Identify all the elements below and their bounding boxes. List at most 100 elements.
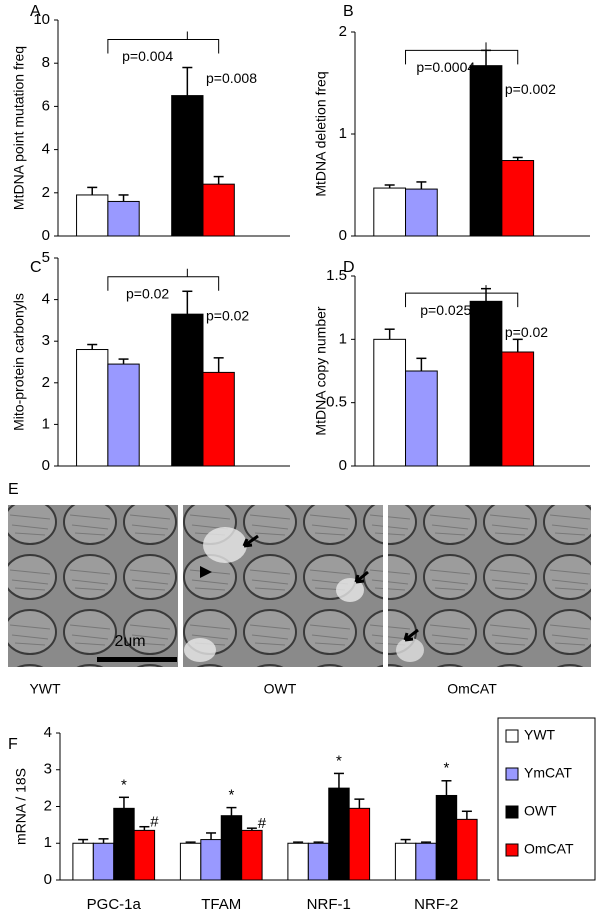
bar — [469, 300, 503, 467]
bar — [241, 829, 263, 881]
y-tick-label: 1 — [339, 330, 347, 347]
y-tick-label: 1.5 — [326, 267, 347, 284]
bar — [107, 363, 140, 467]
scale-bar-label: 2um — [114, 633, 145, 650]
annotation: p=0.02 — [126, 285, 169, 301]
y-axis-label: Mito-protein carbonyls — [11, 293, 27, 431]
annotation: p=0.025 — [420, 302, 471, 318]
legend-label: YmCAT — [524, 765, 572, 781]
panel-letter: C — [30, 259, 42, 276]
y-tick-label: 6 — [42, 97, 50, 114]
significance-bracket — [107, 268, 220, 291]
panel-letter: D — [343, 259, 355, 276]
scale-bar — [97, 657, 177, 662]
bar — [72, 842, 94, 881]
bar — [133, 829, 156, 881]
micrograph — [8, 505, 178, 667]
y-tick-label: 10 — [33, 11, 50, 28]
y-tick-label: 2 — [44, 797, 52, 814]
bar — [113, 807, 135, 881]
bar — [456, 818, 478, 881]
bar — [220, 815, 243, 881]
y-tick-label: 8 — [42, 54, 50, 71]
x-tick-label: NRF-2 — [414, 896, 458, 913]
caption: YWT — [29, 681, 61, 697]
bar — [501, 351, 535, 467]
annotation: # — [150, 814, 159, 831]
annotation: p=0.02 — [206, 307, 249, 323]
bar — [107, 200, 140, 237]
legend-swatch — [505, 729, 519, 743]
caption: OWT — [264, 681, 297, 697]
x-tick-label: PGC-1a — [87, 896, 142, 913]
y-tick-label: 1 — [44, 834, 52, 851]
arrowhead — [200, 566, 212, 578]
panel-letter: A — [30, 3, 41, 20]
damaged-mitochondria — [184, 638, 216, 662]
arrow — [354, 570, 369, 584]
annotation: p=0.0004 — [416, 59, 475, 75]
legend-label: YWT — [524, 727, 556, 743]
x-tick-label: NRF-1 — [307, 896, 351, 913]
arrow — [403, 628, 419, 642]
annotation: # — [258, 815, 267, 832]
y-axis-label: mRNA / 18S — [13, 768, 29, 845]
y-tick-label: 3 — [42, 332, 50, 349]
y-tick-label: 4 — [44, 724, 52, 741]
y-tick-label: 0.5 — [326, 394, 347, 411]
bar — [307, 842, 330, 881]
annotation: p=0.008 — [206, 70, 257, 86]
legend-swatch — [505, 767, 519, 781]
damaged-mitochondria — [203, 527, 247, 563]
y-tick-label: 2 — [339, 23, 347, 40]
y-tick-label: 4 — [42, 141, 50, 158]
annotation: p=0.02 — [505, 324, 548, 340]
significance-bracket — [107, 31, 220, 54]
annotation: * — [121, 776, 127, 793]
legend-label: OmCAT — [524, 841, 574, 857]
annotation: p=0.002 — [505, 81, 556, 97]
bar — [373, 338, 407, 467]
damaged-mitochondria — [336, 578, 364, 602]
annotation: * — [444, 760, 450, 777]
bar — [179, 842, 202, 881]
y-tick-label: 0 — [339, 227, 347, 244]
legend-swatch — [505, 805, 519, 819]
y-tick-label: 4 — [42, 291, 50, 308]
panel-e: 2um E YWT OWT OmCAT — [8, 481, 591, 697]
annotation: * — [229, 787, 235, 804]
significance-bracket — [405, 285, 519, 308]
panel-letter: F — [8, 736, 18, 753]
y-tick-label: 1 — [42, 415, 50, 432]
bar — [92, 842, 115, 881]
y-tick-label: 0 — [339, 457, 347, 474]
caption: OmCAT — [447, 681, 497, 697]
y-axis-label: MtDNA copy number — [313, 306, 329, 435]
y-tick-label: 2 — [42, 374, 50, 391]
bar — [171, 95, 204, 237]
bar — [394, 842, 417, 881]
y-axis-label: MtDNA deletion freq — [313, 71, 329, 196]
bar — [405, 188, 438, 237]
legend-label: OWT — [524, 803, 557, 819]
panel-letter: E — [8, 481, 19, 498]
bar — [435, 794, 458, 881]
bar — [373, 187, 407, 237]
bar — [348, 807, 371, 881]
bar — [171, 313, 204, 467]
y-axis-label: MtDNA point mutation freq — [11, 46, 27, 210]
bar — [76, 194, 109, 237]
bar — [76, 349, 109, 467]
damaged-mitochondria — [396, 638, 424, 662]
bar — [415, 842, 437, 881]
y-tick-label: 0 — [42, 227, 50, 244]
bar — [501, 160, 535, 237]
y-tick-label: 3 — [44, 761, 52, 778]
x-tick-label: TFAM — [201, 896, 241, 913]
arrow — [242, 534, 259, 548]
bar — [202, 183, 235, 237]
bar — [287, 842, 309, 881]
annotation: p=0.004 — [122, 48, 173, 64]
